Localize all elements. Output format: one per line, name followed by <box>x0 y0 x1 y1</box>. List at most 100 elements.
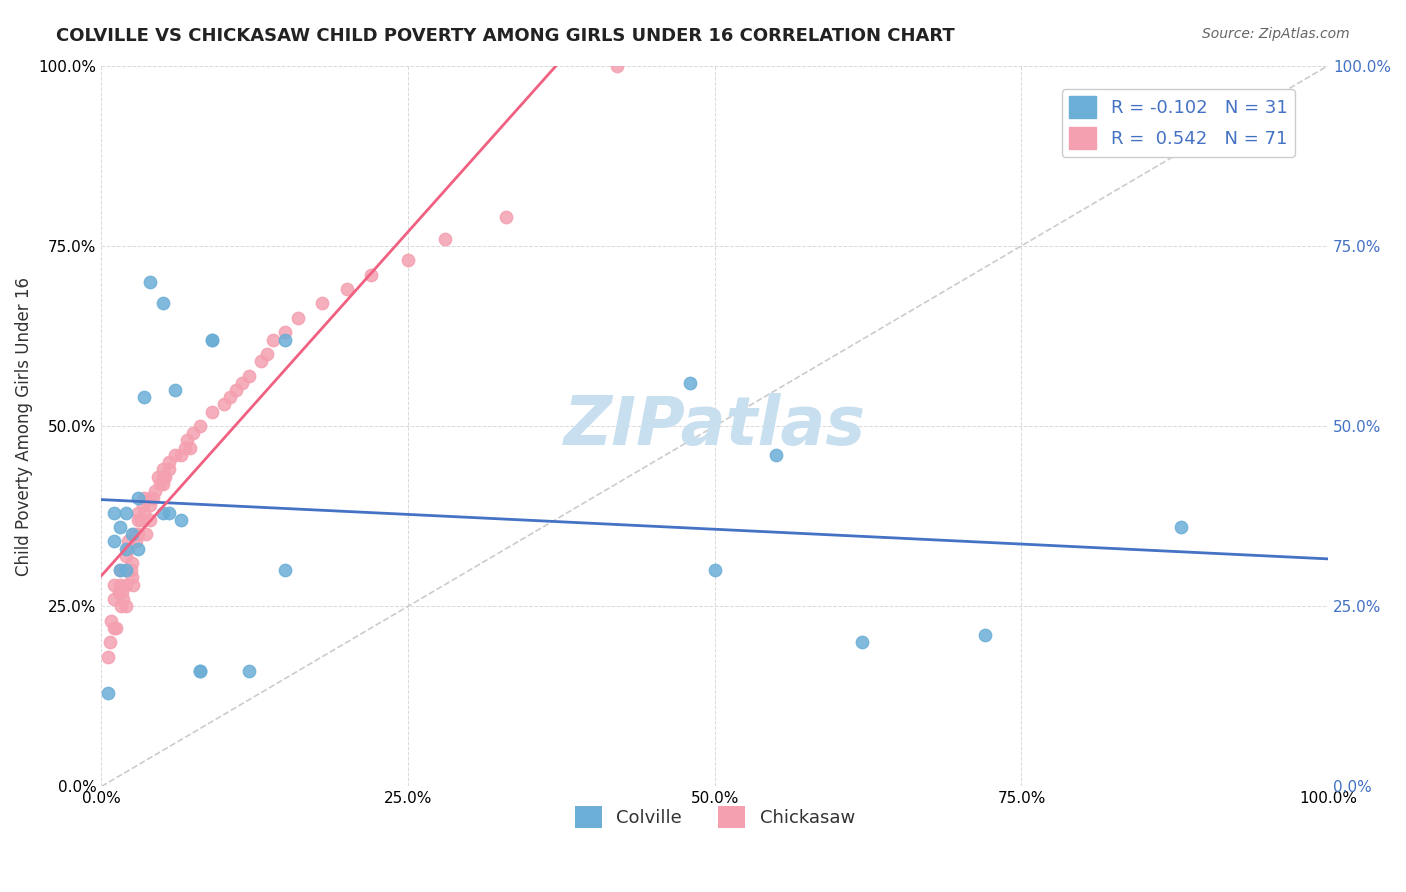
Point <box>125 534 148 549</box>
Point <box>152 296 174 310</box>
Point <box>108 563 131 577</box>
Point <box>115 541 138 556</box>
Point <box>121 556 143 570</box>
Point <box>96 649 118 664</box>
Text: Source: ZipAtlas.com: Source: ZipAtlas.com <box>1202 27 1350 41</box>
Point <box>124 527 146 541</box>
Point <box>336 282 359 296</box>
Point <box>121 570 143 584</box>
Point <box>188 664 211 678</box>
Point <box>96 686 118 700</box>
Point <box>127 506 149 520</box>
Point <box>606 59 628 73</box>
Point <box>201 333 224 347</box>
Point <box>360 268 382 282</box>
Point <box>703 563 725 577</box>
Point <box>152 476 174 491</box>
Point <box>157 455 180 469</box>
Point <box>183 426 205 441</box>
Point <box>1170 520 1192 534</box>
Point <box>111 585 134 599</box>
Point <box>163 448 186 462</box>
Point <box>98 635 121 649</box>
Point <box>100 614 122 628</box>
Point <box>679 376 702 390</box>
Point <box>115 563 138 577</box>
Point <box>103 621 125 635</box>
Point <box>103 577 125 591</box>
Point <box>152 469 174 483</box>
Point <box>157 506 180 520</box>
Point <box>163 383 186 397</box>
Point <box>129 513 152 527</box>
Point <box>115 599 138 614</box>
Point <box>105 621 128 635</box>
Point <box>188 419 211 434</box>
Point <box>112 592 135 607</box>
Point <box>108 563 131 577</box>
Point <box>107 585 129 599</box>
Point <box>103 592 125 607</box>
Point <box>256 347 278 361</box>
Point <box>973 628 995 642</box>
Point <box>146 469 169 483</box>
Point <box>396 253 419 268</box>
Point <box>219 390 242 404</box>
Point <box>170 448 193 462</box>
Point <box>134 491 156 505</box>
Point <box>139 513 162 527</box>
Y-axis label: Child Poverty Among Girls Under 16: Child Poverty Among Girls Under 16 <box>15 277 32 575</box>
Point <box>149 476 172 491</box>
Point <box>110 599 132 614</box>
Point <box>114 563 136 577</box>
Point <box>139 499 162 513</box>
Point <box>139 275 162 289</box>
Point <box>250 354 273 368</box>
Point <box>115 506 138 520</box>
Point <box>311 296 333 310</box>
Point <box>152 506 174 520</box>
Point <box>134 506 156 520</box>
Point <box>765 448 787 462</box>
Point <box>127 513 149 527</box>
Point <box>188 664 211 678</box>
Point <box>495 210 517 224</box>
Point <box>127 491 149 505</box>
Point <box>173 441 195 455</box>
Point <box>117 534 139 549</box>
Point <box>132 499 155 513</box>
Point <box>851 635 873 649</box>
Point <box>225 383 247 397</box>
Point <box>127 527 149 541</box>
Point <box>179 441 201 455</box>
Point <box>433 232 456 246</box>
Point <box>238 368 260 383</box>
Point <box>274 333 297 347</box>
Point <box>115 577 138 591</box>
Point <box>134 390 156 404</box>
Text: ZIPatlas: ZIPatlas <box>564 393 866 459</box>
Point <box>108 577 131 591</box>
Point <box>201 404 224 418</box>
Point <box>135 527 157 541</box>
Legend: Colville, Chickasaw: Colville, Chickasaw <box>568 798 862 835</box>
Point <box>122 577 145 591</box>
Point <box>155 469 177 483</box>
Text: COLVILLE VS CHICKASAW CHILD POVERTY AMONG GIRLS UNDER 16 CORRELATION CHART: COLVILLE VS CHICKASAW CHILD POVERTY AMON… <box>56 27 955 45</box>
Point <box>121 527 143 541</box>
Point <box>274 563 297 577</box>
Point <box>108 520 131 534</box>
Point <box>115 549 138 563</box>
Point <box>274 326 297 340</box>
Point <box>142 491 165 505</box>
Point <box>127 541 149 556</box>
Point <box>262 333 284 347</box>
Point <box>103 534 125 549</box>
Point <box>145 483 167 498</box>
Point <box>152 462 174 476</box>
Point <box>238 664 260 678</box>
Point <box>212 397 235 411</box>
Point <box>231 376 253 390</box>
Point <box>157 462 180 476</box>
Point <box>139 491 162 505</box>
